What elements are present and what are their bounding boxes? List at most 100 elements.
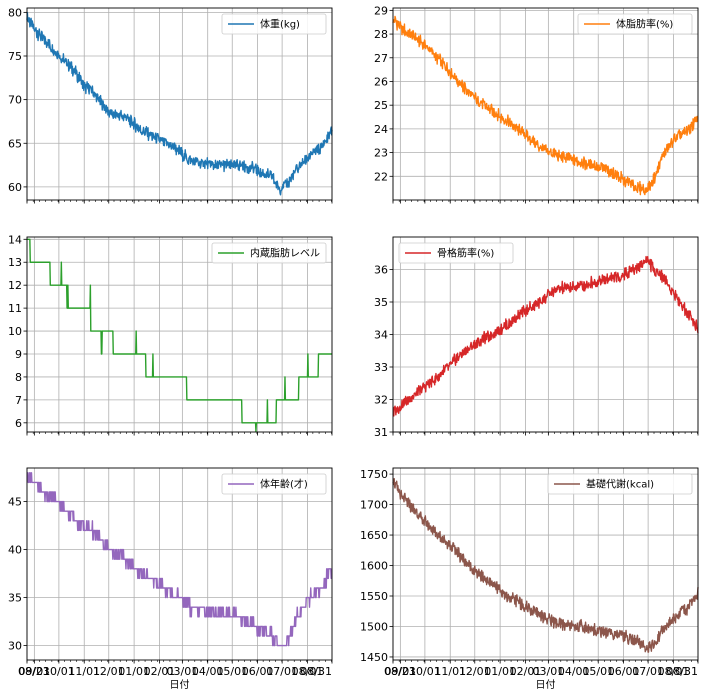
y-tick-label: 1450 [360,651,388,664]
y-tick-label: 1750 [360,468,388,481]
x-axis-label: 日付 [536,678,556,691]
legend: 体重(kg) [221,13,327,35]
x-tick-label: 06/01 [608,665,640,678]
series-line [392,255,699,417]
y-tick-label: 31 [374,426,388,439]
series-line [392,15,699,196]
y-tick-label: 13 [8,256,22,269]
y-tick-label: 27 [374,52,388,65]
axes-frame [26,7,333,201]
y-tick-label: 14 [8,233,22,246]
x-tick-label: 10/01 [409,665,441,678]
y-tick-label: 35 [374,296,388,309]
x-tick-label: 04/01 [558,665,590,678]
y-tick-label: 75 [8,50,22,63]
y-tick-label: 1700 [360,499,388,512]
y-tick-label: 70 [8,94,22,107]
x-tick-label: 04/01 [192,665,224,678]
y-tick-label: 34 [374,329,388,342]
x-tick-label: 07/01 [266,665,298,678]
series-line [26,472,333,647]
x-tick-label: 12/01 [93,665,125,678]
y-tick-label: 25 [374,99,388,112]
x-tick-label: 06/01 [242,665,274,678]
x-tick-label: 07/01 [632,665,664,678]
y-tick-label: 29 [374,4,388,17]
y-tick-label: 32 [374,394,388,407]
x-tick-label: 08/31 [666,665,698,678]
y-tick-label: 1650 [360,529,388,542]
chart-panel-3: 6 7 8 9 10 11 12 13 14 内蔵脂肪レベル [8,233,333,436]
y-tick-label: 36 [374,264,388,277]
y-tick-label: 11 [8,302,22,315]
y-tick-label: 26 [374,75,388,88]
x-tick-label: 05/01 [582,665,614,678]
legend: 骨格筋率(%) [398,242,514,264]
legend-box [398,242,514,264]
legend-box [547,473,693,495]
y-tick-label: 1600 [360,560,388,573]
x-tick-label: 03/01 [533,665,565,678]
y-tick-label: 23 [374,147,388,160]
x-tick-label: 08/01 [292,665,324,678]
legend-label: 基礎代謝(kcal) [586,478,654,491]
series-line [392,477,699,653]
y-tick-label: 10 [8,325,22,338]
legend: 体年齢(才) [221,473,327,495]
x-axis-label: 日付 [170,678,190,691]
y-tick-label: 8 [15,371,22,384]
chart-panel-1: 60 65 70 75 80 体重(kg) [8,6,333,204]
legend-label: 体重(kg) [260,18,300,31]
x-tick-label: 02/01 [144,665,176,678]
legend-box [211,242,327,264]
y-tick-label: 65 [8,137,22,150]
legend: 内蔵脂肪レベル [211,242,327,264]
y-tick-label: 30 [8,640,22,653]
x-tick-label: 11/01 [434,665,466,678]
y-tick-label: 33 [374,361,388,374]
y-tick-label: 1500 [360,620,388,633]
y-tick-label: 80 [8,6,22,19]
legend: 基礎代謝(kcal) [547,473,693,495]
x-tick-label: 05/01 [216,665,248,678]
y-tick-label: 45 [8,496,22,509]
legend: 体脂肪率(%) [577,13,693,35]
axes-frame [26,467,333,661]
y-tick-label: 6 [15,417,22,430]
x-tick-label: 09/01 [385,665,417,678]
legend-box [221,473,327,495]
y-tick-label: 1550 [360,590,388,603]
y-tick-label: 35 [8,592,22,605]
axes-frame [392,467,699,661]
legend-box [577,13,693,35]
legend-label: 内蔵脂肪レベル [250,247,320,260]
y-tick-label: 24 [374,123,388,136]
series-line [26,238,333,433]
chart-panel-5: 30 35 40 45 08/2309/0110/0111/0112/0101/0102… [8,467,333,691]
legend-label: 体脂肪率(%) [616,18,673,31]
y-tick-label: 9 [15,348,22,361]
series-line [26,12,333,196]
x-tick-label: 12/01 [459,665,491,678]
x-tick-label: 02/01 [510,665,542,678]
x-tick-label: 09/01 [19,665,51,678]
y-tick-label: 7 [15,394,22,407]
legend-box [221,13,327,35]
y-tick-label: 60 [8,181,22,194]
x-tick-label: 03/01 [167,665,199,678]
x-tick-label: 11/01 [68,665,100,678]
chart-panel-6: 1450 1500 1550 1600 1650 1700 1750 08/2309/0110… [360,467,699,691]
x-tick-label: 01/01 [118,665,150,678]
y-tick-label: 28 [374,28,388,41]
x-tick-label: 08/31 [300,665,332,678]
x-tick-label: 01/01 [484,665,516,678]
y-tick-label: 40 [8,544,22,557]
axes-frame [26,236,333,433]
x-tick-label: 08/23 [384,665,416,678]
x-tick-label: 10/01 [43,665,75,678]
legend-label: 体年齢(才) [260,478,308,491]
chart-panel-2: 22 23 24 25 26 27 28 29 体脂肪率(%) [374,4,699,204]
x-tick-label: 08/01 [658,665,690,678]
chart-panel-4: 31 32 33 34 35 36 骨格筋率(%) [374,236,699,439]
